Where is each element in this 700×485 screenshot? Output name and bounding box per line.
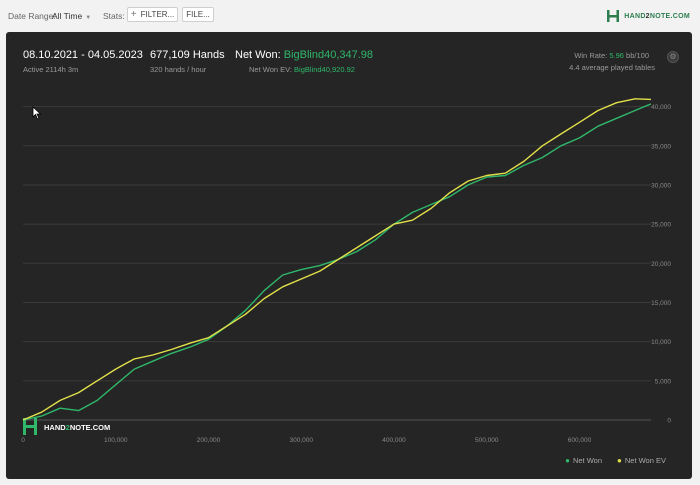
filter-button-label: FILTER...	[140, 10, 175, 19]
date-range-value: All Time	[52, 11, 83, 21]
x-tick-label: 600,000	[568, 437, 592, 444]
x-axis-ticks: 0 100,000 200,000 300,000 400,000 500,000 600,…	[21, 437, 591, 444]
legend-net-won-ev[interactable]: ● Net Won EV	[617, 456, 666, 465]
series-line-net-won	[22, 103, 652, 421]
x-tick-label: 200,000	[197, 437, 221, 444]
y-tick-label: 5,000	[655, 378, 672, 385]
plus-icon: +	[130, 9, 137, 20]
y-tick-label: 40,000	[651, 104, 671, 111]
net-won-ev: Net Won EV: BigBlind40,920.92	[249, 65, 355, 74]
y-tick-label: 25,000	[651, 222, 671, 229]
legend-label-net-won: Net Won	[572, 456, 602, 465]
stats-label: Stats:	[103, 11, 125, 21]
date-span: 08.10.2021 - 04.05.2023	[23, 49, 143, 61]
watermark: HAND2NOTE.COM	[23, 418, 110, 435]
watermark-bar-middle	[23, 425, 37, 428]
filter-button[interactable]: + FILTER...	[127, 7, 178, 22]
legend-net-won[interactable]: ● Net Won	[565, 456, 602, 465]
chevron-down-icon: ▼	[85, 15, 92, 21]
graph-panel: 08.10.2021 - 04.05.2023 Active 2114h 3m …	[6, 32, 692, 479]
net-won-value: BigBlind40,347.98	[283, 49, 374, 61]
hands-rate: 320 hands / hour	[150, 65, 207, 74]
x-tick-label: 300,000	[289, 437, 313, 444]
logo-icon	[607, 10, 620, 22]
x-tick-label: 500,000	[475, 437, 499, 444]
active-time: Active 2114h 3m	[23, 65, 79, 74]
net-won: Net Won: BigBlind40,347.98	[235, 49, 373, 61]
grid	[23, 106, 651, 421]
date-range-select[interactable]: All Time ▼	[52, 11, 91, 21]
net-won-ev-value: BigBlind40,920.92	[294, 65, 355, 74]
y-tick-label: 15,000	[651, 300, 671, 307]
profit-chart: 0 5,000 10,000 15,000 20,000 25,000 30,000 35,0…	[21, 98, 671, 444]
legend-label-net-won-ev: Net Won EV	[624, 456, 666, 465]
x-tick-label: 400,000	[382, 437, 406, 444]
y-axis-ticks: 0 5,000 10,000 15,000 20,000 25,000 30,000 35,0…	[651, 104, 671, 424]
y-tick-label: 30,000	[651, 182, 671, 189]
average-tables: 4.4 average played tables	[569, 63, 655, 72]
date-range-label: Date Range:	[8, 11, 56, 21]
series-line-net-won-ev	[22, 98, 652, 421]
y-tick-label: 10,000	[651, 339, 671, 346]
hands-count: 677,109 Hands	[150, 49, 225, 61]
win-rate-unit: bb/100	[626, 51, 649, 60]
logo: HAND2NOTE.COM	[606, 8, 690, 24]
legend-marker-net-won: ●	[565, 456, 570, 465]
win-rate-value: 5.96	[609, 51, 624, 60]
win-rate: Win Rate: 5.96 bb/100	[574, 51, 649, 60]
logo-text: HAND2NOTE.COM	[624, 12, 690, 20]
x-tick-label: 100,000	[104, 437, 128, 444]
net-won-ev-label: Net Won EV:	[249, 65, 292, 74]
win-rate-label: Win Rate:	[574, 51, 608, 60]
y-tick-label: 35,000	[651, 143, 671, 150]
toolbar: Date Range: All Time ▼ Stats: + FILTER... …	[0, 0, 700, 30]
y-tick-label: 20,000	[651, 261, 671, 268]
net-won-label: Net Won:	[235, 49, 281, 61]
watermark-text: HAND2NOTE.COM	[44, 423, 110, 432]
y-tick-label: 0	[667, 418, 671, 425]
legend-marker-net-won-ev: ●	[617, 456, 622, 465]
file-button[interactable]: FILE...	[182, 7, 214, 22]
settings-icon[interactable]: ⚙	[667, 51, 679, 63]
mouse-cursor-icon	[32, 106, 42, 120]
x-tick-label: 0	[21, 437, 25, 444]
series	[22, 98, 652, 421]
